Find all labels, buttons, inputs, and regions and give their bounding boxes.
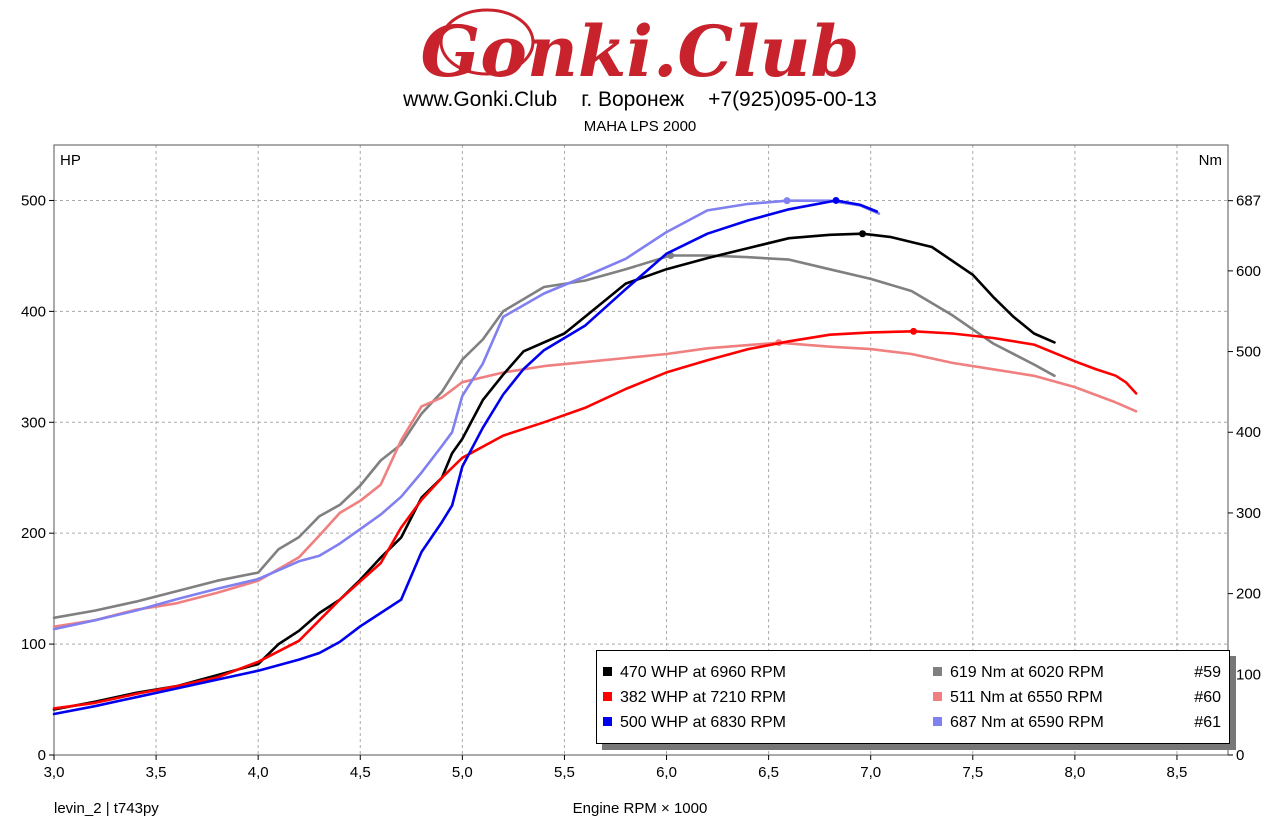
legend-label: 687 Nm at 6590 RPM: [950, 714, 1104, 731]
series-peak-marker: [783, 197, 791, 205]
legend-label: 511 Nm at 6550 RPM: [950, 689, 1103, 706]
legend-item: 511 Nm at 6550 RPM: [933, 687, 1103, 709]
run-number: #59: [1194, 664, 1221, 681]
logo-text: Gonki.Club: [421, 10, 860, 90]
machine-label: MAHA LPS 2000: [583, 118, 697, 135]
chart-legend: 470 WHP at 6960 RPM 619 Nm at 6020 RPM #…: [596, 650, 1230, 744]
legend-swatch: [603, 692, 612, 701]
legend-swatch: [933, 692, 942, 701]
y-tick-label-left: 200: [21, 525, 46, 542]
y-tick-label-right: 100: [1236, 666, 1261, 683]
phone-text: +7(925)095-00-13: [708, 88, 877, 111]
x-tick-label: 4,0: [248, 764, 269, 781]
series-line: [52, 330, 1138, 710]
legend-item: 470 WHP at 6960 RPM: [603, 662, 786, 684]
legend-label: 382 WHP at 7210 RPM: [620, 689, 787, 706]
series-line: [52, 232, 1056, 711]
y-tick-label-left: 0: [38, 747, 46, 764]
x-tick-label: 5,5: [554, 764, 575, 781]
legend-label: 619 Nm at 6020 RPM: [950, 664, 1104, 681]
legend-swatch: [603, 667, 612, 676]
run-number: #60: [1194, 689, 1221, 706]
plot-frame: [53, 144, 1229, 756]
y-tick-label-left: 500: [21, 192, 46, 209]
legend-item: 687 Nm at 6590 RPM: [933, 712, 1104, 734]
x-axis-label: Engine RPM × 1000: [572, 800, 708, 817]
legend-swatch: [603, 717, 612, 726]
y-tick-label-right: 600: [1236, 263, 1261, 280]
y-tick-label-right: 687: [1236, 193, 1261, 210]
logo-swoosh: [439, 8, 535, 76]
legend-item: 382 WHP at 7210 RPM: [603, 687, 786, 709]
y-tick-label-right: 0: [1236, 747, 1244, 764]
gonki-club-logo: Gonki.Club: [421, 8, 860, 90]
x-tick-label: 4,5: [350, 764, 371, 781]
series-line: [52, 341, 1138, 628]
legend-label: 500 WHP at 6830 RPM: [620, 714, 787, 731]
series-peak-marker: [910, 327, 918, 335]
y-tick-label-left: 300: [21, 414, 46, 431]
run-number: #61: [1194, 714, 1221, 731]
chart-grid: [54, 145, 1228, 755]
x-tick-label: 8,5: [1167, 764, 1188, 781]
website-text: www.Gonki.Club: [403, 88, 558, 111]
legend-item: 619 Nm at 6020 RPM: [933, 662, 1104, 684]
series-line: [52, 199, 879, 716]
header-contacts: www.Gonki.Club г. Воронеж +7(925)095-00-13: [0, 88, 1280, 112]
series-peak-marker: [832, 196, 840, 204]
chart-series: [52, 196, 1138, 716]
series-peak-marker: [859, 230, 867, 238]
vehicle-id: levin_2 | t743py: [54, 800, 159, 817]
x-tick-label: 3,5: [146, 764, 167, 781]
y-tick-label-right: 300: [1236, 505, 1261, 522]
x-tick-label: 5,0: [452, 764, 473, 781]
x-tick-label: 3,0: [44, 764, 65, 781]
axis-ticks: 3,0 3,5 4,0 4,5 5,0 5,5 6,0 6,5 7,0 7,5 8,0 8,5 0 100…: [21, 192, 1261, 781]
series-line: [52, 254, 1056, 620]
city-text: г. Воронеж: [581, 88, 685, 111]
y-axis-label-left: HP: [60, 152, 81, 169]
legend-swatch: [933, 667, 942, 676]
x-tick-label: 7,0: [860, 764, 881, 781]
y-tick-label-left: 100: [21, 636, 46, 653]
x-tick-label: 6,0: [656, 764, 677, 781]
y-tick-label-right: 500: [1236, 344, 1261, 361]
y-axis-label-right: Nm: [1199, 152, 1222, 169]
legend-label: 470 WHP at 6960 RPM: [620, 664, 787, 681]
x-tick-label: 6,5: [758, 764, 779, 781]
x-tick-label: 8,0: [1064, 764, 1085, 781]
legend-item: 500 WHP at 6830 RPM: [603, 712, 786, 734]
y-tick-label-right: 400: [1236, 424, 1261, 441]
y-tick-label-right: 200: [1236, 586, 1261, 603]
series-line: [52, 199, 881, 631]
y-tick-label-left: 400: [21, 303, 46, 320]
legend-swatch: [933, 717, 942, 726]
x-tick-label: 7,5: [962, 764, 983, 781]
